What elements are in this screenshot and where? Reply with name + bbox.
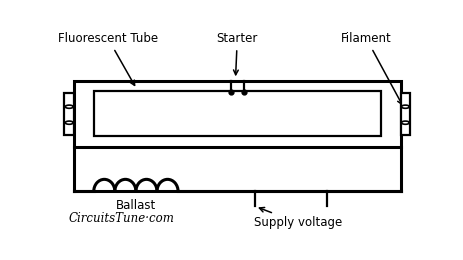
Text: Supply voltage: Supply voltage: [254, 207, 343, 229]
FancyBboxPatch shape: [400, 93, 410, 135]
Text: CircuitsTune·com: CircuitsTune·com: [69, 212, 175, 225]
Text: Filament: Filament: [341, 32, 402, 104]
FancyBboxPatch shape: [74, 81, 400, 147]
Text: Starter: Starter: [217, 32, 258, 75]
Text: Ballast: Ballast: [116, 199, 156, 212]
FancyBboxPatch shape: [64, 93, 74, 135]
Text: Fluorescent Tube: Fluorescent Tube: [58, 32, 158, 85]
FancyBboxPatch shape: [94, 91, 381, 136]
